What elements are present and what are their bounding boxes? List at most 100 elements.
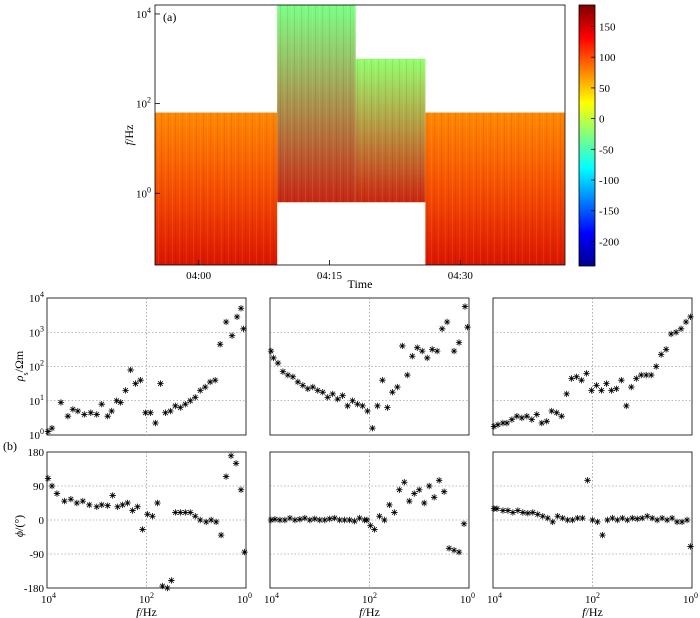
phase-point-1-8 (86, 501, 93, 509)
svg-text:ϕ/(°): ϕ/(°) (12, 515, 26, 537)
phase-point-3-40 (683, 516, 691, 524)
phase-point-2-31 (411, 490, 418, 497)
phase-point-2-27 (391, 509, 398, 516)
phase-point-2-6 (291, 516, 299, 524)
phase-point-3-3 (499, 507, 507, 514)
spectrogram-ylabel-var: f (122, 140, 136, 145)
rho-point-2-19 (354, 400, 361, 408)
phase-point-1-36 (227, 452, 235, 459)
phase-point-3-16 (564, 516, 571, 524)
rho-point-1-21 (152, 419, 159, 427)
phase-point-3-20 (584, 477, 591, 484)
rho-point-3-1 (490, 423, 498, 430)
phase-point-1-32 (207, 516, 215, 524)
phase-point-1-29 (192, 513, 199, 520)
rho-point-2-16 (339, 392, 346, 399)
phase-point-3-26 (614, 516, 621, 524)
phase-point-2-19 (356, 514, 363, 522)
phase-point-1-10 (98, 501, 105, 509)
phase-point-2-14 (331, 514, 338, 522)
rho-point-1-29 (192, 394, 199, 401)
phase-point-3-39 (678, 518, 686, 526)
rho-point-1-18 (137, 377, 144, 384)
rho-point-1-38 (237, 305, 245, 312)
rho-point-3-6 (513, 412, 521, 420)
colorbar-ticks: 150 100 50 0 -50 -100 -150 -200 (591, 21, 620, 248)
rho-point-3-12 (543, 418, 550, 425)
rho-point-3-13 (548, 407, 555, 415)
phase-point-2-34 (426, 482, 433, 490)
spectrogram-xtick-label-1: 04:00 (186, 270, 212, 282)
phase-point-1-24 (168, 577, 175, 584)
rho-point-3-10 (533, 411, 540, 418)
rho-point-3-23 (598, 387, 605, 394)
rho-point-1-12 (108, 407, 115, 415)
spectrogram-xlabel: Time (348, 277, 373, 291)
phase-point-2-4 (281, 516, 289, 524)
phase-point-1-1 (44, 475, 52, 482)
phase-point-2-18 (351, 517, 358, 525)
rho-point-3-2 (494, 421, 502, 428)
phase-point-1-9 (93, 503, 100, 510)
rho-point-1-25 (172, 402, 179, 410)
phase-point-1-38 (237, 486, 245, 493)
rho-point-3-15 (558, 412, 565, 420)
phase-point-2-1 (267, 516, 275, 524)
colorbar (578, 4, 596, 267)
spectrogram-ytick-label-3: 100 (136, 185, 151, 200)
rho-point-3-8 (523, 412, 531, 420)
rho-point-3-16 (563, 390, 570, 398)
spectrogram-segment-texture-1 (155, 112, 278, 265)
phase-point-3-8 (524, 510, 532, 517)
spectrogram-segment-texture-4 (425, 112, 565, 265)
phase-point-3-38 (673, 518, 681, 526)
colorbar-tick-label-7: -150 (599, 206, 620, 218)
x-tick-label-3-1: 104 (487, 591, 502, 606)
rho-point-3-40 (682, 318, 690, 326)
phase-point-3-29 (629, 514, 636, 522)
rho-point-2-2 (270, 354, 277, 362)
phase-point-3-28 (624, 516, 631, 524)
rho-point-1-36 (228, 332, 236, 339)
phase-point-2-21 (363, 516, 371, 524)
phase-point-3-6 (514, 507, 522, 514)
phase-point-2-5 (286, 514, 294, 522)
rho-point-2-24 (379, 377, 386, 384)
rho-point-2-8 (299, 382, 307, 389)
phase-point-3-22 (594, 518, 601, 526)
phase-point-2-7 (296, 516, 304, 523)
phase-point-3-9 (529, 509, 536, 516)
phase-point-2-23 (371, 526, 378, 533)
x-label-3: f/Hz (582, 605, 603, 618)
rho-point-3-27 (618, 377, 625, 384)
phase-ytick-label-5: -180 (24, 583, 45, 595)
phase-point-1-30 (197, 516, 204, 524)
rho-point-1-14 (117, 399, 124, 406)
phase-point-3-7 (519, 509, 527, 516)
phase-point-2-24 (376, 513, 383, 520)
rho-ytick-label-2: 103 (29, 324, 44, 339)
rho-point-3-19 (578, 377, 585, 384)
phase-point-3-25 (609, 514, 616, 522)
phase-point-2-37 (440, 488, 448, 495)
phase-point-3-23 (599, 531, 606, 539)
rho-point-3-35 (657, 351, 665, 358)
rho-point-1-23 (162, 409, 169, 416)
rho-point-1-31 (202, 383, 209, 391)
rho-point-1-30 (197, 387, 204, 394)
rho-point-1-34 (216, 341, 224, 348)
phase-point-2-39 (450, 547, 458, 554)
rho-point-3-38 (672, 329, 680, 336)
x-label-1: f/Hz (136, 605, 157, 618)
rho-point-2-31 (414, 344, 421, 351)
rho-point-3-32 (643, 371, 650, 379)
rho-point-2-29 (404, 371, 411, 379)
phase-point-2-12 (321, 516, 328, 524)
rho-point-2-10 (309, 383, 316, 391)
phase-point-2-17 (346, 516, 353, 524)
phase-point-3-41 (687, 543, 694, 550)
phase-point-2-2 (271, 516, 279, 523)
phase-point-3-17 (569, 516, 576, 524)
rho-point-1-11 (104, 412, 111, 420)
rho-point-2-26 (389, 388, 396, 396)
